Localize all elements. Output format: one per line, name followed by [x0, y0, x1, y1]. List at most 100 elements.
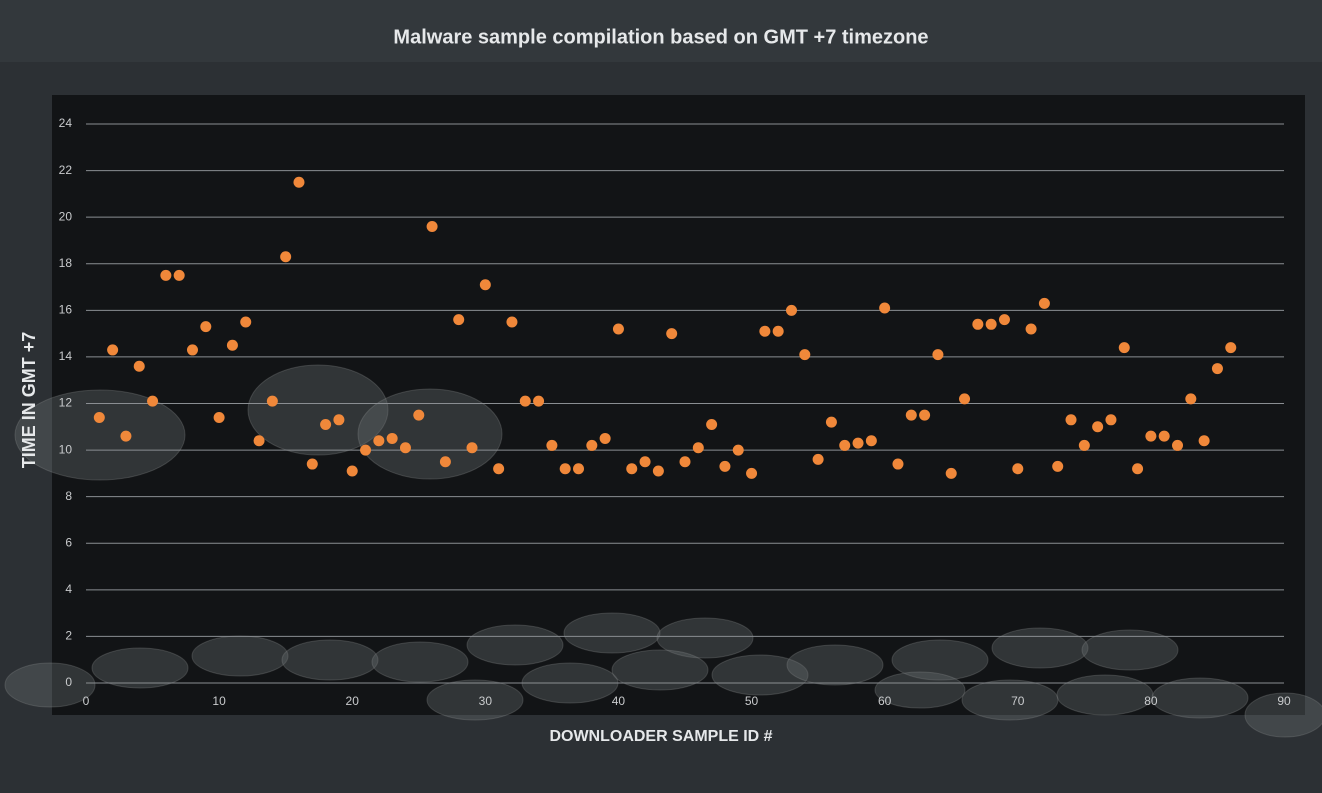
point: [1212, 363, 1223, 374]
point: [999, 314, 1010, 325]
point: [147, 396, 158, 407]
point: [932, 349, 943, 360]
point: [400, 442, 411, 453]
y-tick-label: 8: [65, 489, 72, 503]
point: [1052, 461, 1063, 472]
point: [746, 468, 757, 479]
point: [1119, 342, 1130, 353]
point: [640, 456, 651, 467]
x-tick-label: 40: [612, 694, 626, 708]
point: [666, 328, 677, 339]
point: [653, 466, 664, 477]
point: [826, 417, 837, 428]
point: [719, 461, 730, 472]
point: [813, 454, 824, 465]
x-tick-label: 10: [212, 694, 226, 708]
point: [267, 396, 278, 407]
x-tick-label: 60: [878, 694, 892, 708]
point: [1026, 323, 1037, 334]
point: [693, 442, 704, 453]
point: [533, 396, 544, 407]
y-tick-label: 2: [65, 629, 72, 643]
y-tick-label: 4: [65, 582, 72, 596]
point: [972, 319, 983, 330]
point: [440, 456, 451, 467]
x-tick-label: 90: [1277, 694, 1291, 708]
point: [959, 393, 970, 404]
x-tick-label: 80: [1144, 694, 1158, 708]
point: [360, 445, 371, 456]
point: [919, 410, 930, 421]
x-tick-label: 0: [83, 694, 90, 708]
point: [853, 438, 864, 449]
point: [573, 463, 584, 474]
point: [160, 270, 171, 281]
x-tick-label: 20: [346, 694, 360, 708]
point: [227, 340, 238, 351]
point: [946, 468, 957, 479]
point: [1092, 421, 1103, 432]
point: [839, 440, 850, 451]
point: [866, 435, 877, 446]
point: [546, 440, 557, 451]
y-tick-label: 10: [59, 442, 73, 456]
point: [1039, 298, 1050, 309]
point: [94, 412, 105, 423]
chart: Malware sample compilation based on GMT …: [0, 0, 1322, 793]
y-tick-label: 20: [59, 209, 73, 223]
point: [120, 431, 131, 442]
point: [320, 419, 331, 430]
x-axis-label: DOWNLOADER SAMPLE ID #: [549, 728, 772, 745]
point: [107, 344, 118, 355]
point: [1172, 440, 1183, 451]
point: [759, 326, 770, 337]
point: [427, 221, 438, 232]
point: [200, 321, 211, 332]
point: [347, 466, 358, 477]
point: [1132, 463, 1143, 474]
point: [493, 463, 504, 474]
point: [560, 463, 571, 474]
point: [214, 412, 225, 423]
point: [373, 435, 384, 446]
point: [1159, 431, 1170, 442]
point: [333, 414, 344, 425]
point: [626, 463, 637, 474]
point: [174, 270, 185, 281]
point: [506, 316, 517, 327]
point: [467, 442, 478, 453]
point: [799, 349, 810, 360]
point: [134, 361, 145, 372]
point: [613, 323, 624, 334]
y-tick-label: 14: [59, 349, 73, 363]
point: [1145, 431, 1156, 442]
point: [1105, 414, 1116, 425]
point: [1185, 393, 1196, 404]
y-tick-label: 16: [59, 303, 73, 317]
point: [387, 433, 398, 444]
point: [1012, 463, 1023, 474]
point: [413, 410, 424, 421]
point: [586, 440, 597, 451]
point: [1079, 440, 1090, 451]
point: [680, 456, 691, 467]
point: [187, 344, 198, 355]
x-tick-label: 70: [1011, 694, 1025, 708]
point: [307, 459, 318, 470]
point: [453, 314, 464, 325]
y-axis-label: TIME IN GMT +7: [19, 332, 39, 469]
point: [733, 445, 744, 456]
point: [254, 435, 265, 446]
point: [986, 319, 997, 330]
point: [480, 279, 491, 290]
point: [600, 433, 611, 444]
y-tick-label: 12: [59, 396, 73, 410]
point: [1225, 342, 1236, 353]
point: [706, 419, 717, 430]
point: [906, 410, 917, 421]
point: [240, 316, 251, 327]
point: [293, 177, 304, 188]
point: [879, 303, 890, 314]
point: [773, 326, 784, 337]
y-tick-label: 22: [59, 163, 73, 177]
